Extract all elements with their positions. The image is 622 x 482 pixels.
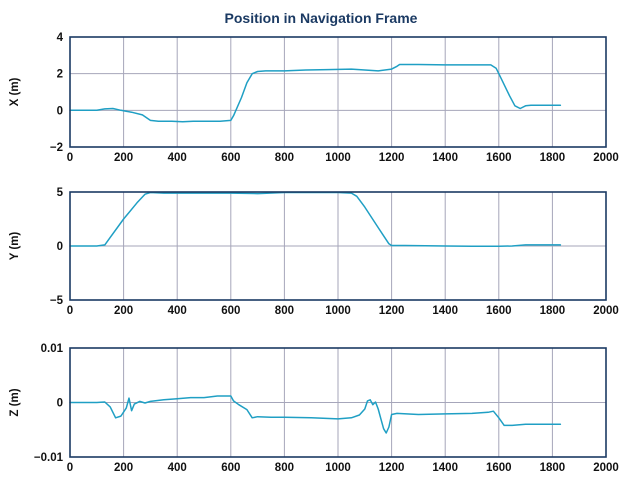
x-x-tick-label: 200 (114, 152, 133, 164)
z-x-tick-label: 1800 (540, 462, 566, 474)
x-position-plot: 0 200 400 600 800 1000 1200 1400 1600 1800 2000 −2 0… (9, 32, 619, 164)
x-plot-frame (69, 36, 607, 148)
z-x-tick-label: 1000 (325, 462, 351, 474)
z-position-series-line (69, 395, 562, 434)
z-plot-frame (69, 347, 607, 458)
x-x-tick-label: 1600 (486, 152, 512, 164)
y-axis-label: Y (m) (9, 232, 21, 261)
x-x-tick-label: 2000 (593, 152, 619, 164)
x-x-tick-label: 600 (221, 152, 240, 164)
z-y-tick-label: −0.01 (34, 452, 64, 464)
z-x-tick-label: 200 (114, 462, 133, 474)
y-x-tick-label: 800 (275, 305, 294, 317)
z-x-tick-label: 1600 (486, 462, 512, 474)
z-y-tick-label: 0.01 (41, 343, 64, 355)
z-x-tick-label: 0 (67, 462, 73, 474)
y-x-tick-label: 1600 (486, 305, 512, 317)
y-y-tick-label: −5 (50, 295, 64, 307)
y-plot-frame (69, 191, 607, 301)
z-position-plot: 0 200 400 600 800 1000 1200 1400 1600 1800 2000 −0.… (9, 343, 619, 474)
x-y-tick-label: 2 (57, 69, 63, 81)
y-x-tick-label: 0 (67, 305, 73, 317)
z-x-tick-label: 600 (221, 462, 240, 474)
chart-panels: 0 200 400 600 800 1000 1200 1400 1600 1800 2000−20… (9, 32, 619, 474)
y-position-series-line (69, 191, 562, 247)
y-position-plot: 0 200 400 600 800 1000 1200 1400 1600 1800 2000−50… (9, 187, 619, 317)
x-x-tick-label: 1200 (379, 152, 405, 164)
y-x-tick-label: 1400 (432, 305, 458, 317)
x-y-tick-label: 4 (57, 32, 64, 44)
z-x-tick-label: 2000 (593, 462, 619, 474)
y-x-tick-label: 400 (168, 305, 187, 317)
x-x-tick-label: 400 (168, 152, 187, 164)
y-x-tick-label: 2000 (593, 305, 619, 317)
x-x-tick-label: 0 (67, 152, 73, 164)
x-x-tick-label: 1000 (325, 152, 351, 164)
y-x-tick-label: 1000 (325, 305, 351, 317)
x-axis-label: X (m) (9, 77, 21, 106)
x-x-tick-label: 1400 (432, 152, 458, 164)
chart-title: Position in Navigation Frame (225, 10, 418, 26)
y-x-tick-label: 200 (114, 305, 133, 317)
y-x-tick-label: 1800 (540, 305, 566, 317)
y-y-tick-label: 0 (57, 241, 63, 253)
y-y-tick-label: 5 (57, 187, 64, 199)
x-position-series-line (69, 63, 562, 123)
z-x-tick-label: 1400 (432, 462, 458, 474)
z-x-tick-label: 1200 (379, 462, 405, 474)
y-x-tick-label: 1200 (379, 305, 405, 317)
z-y-tick-label: 0 (57, 398, 63, 410)
x-x-tick-label: 1800 (540, 152, 566, 164)
x-y-tick-label: −2 (50, 142, 63, 154)
y-x-tick-label: 600 (221, 305, 240, 317)
z-x-tick-label: 800 (275, 462, 294, 474)
z-axis-label: Z (m) (9, 388, 21, 416)
x-y-tick-label: 0 (57, 105, 63, 117)
z-x-tick-label: 400 (168, 462, 187, 474)
x-x-tick-label: 800 (275, 152, 294, 164)
